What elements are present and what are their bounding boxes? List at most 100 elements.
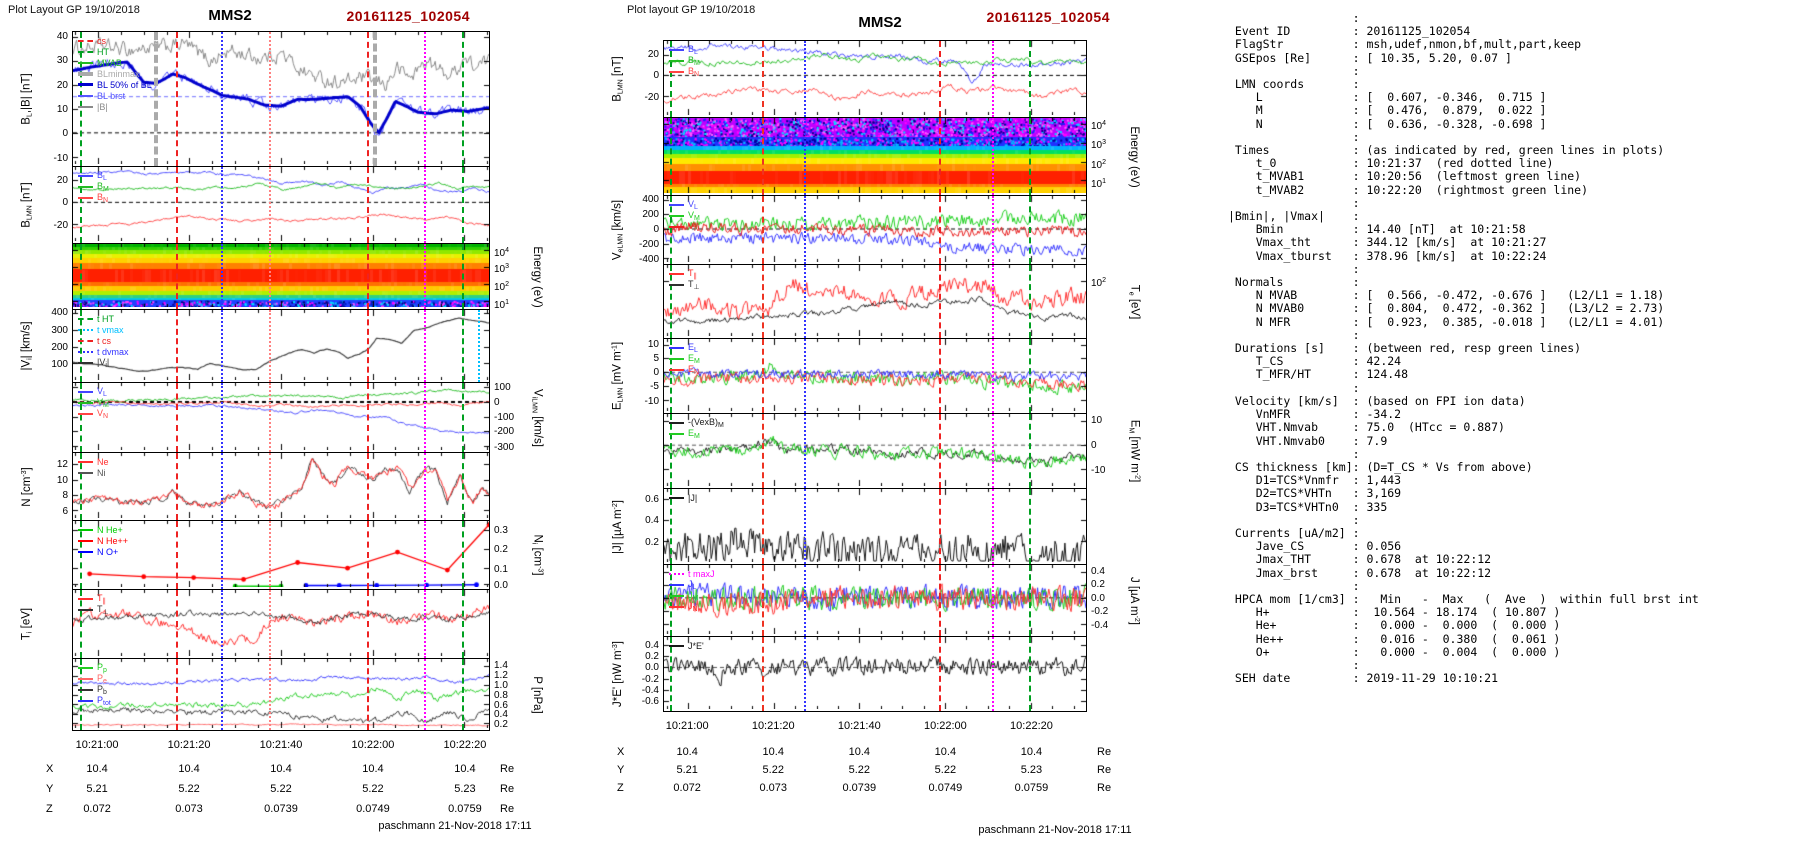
legend: BL BM BN: [669, 44, 700, 78]
legend-line-sample: [78, 94, 93, 97]
legend-entry: BLminmax: [78, 68, 152, 79]
legend-line-sample: [78, 350, 93, 353]
legend-label: VM: [688, 209, 700, 222]
xyz-unit: Re: [1097, 764, 1112, 776]
ytick-label: 1.0: [494, 679, 508, 691]
xyz-value: 0.073: [175, 803, 203, 815]
legend-entry: |J|: [669, 492, 697, 503]
xyz-value: 0.0739: [842, 782, 877, 794]
legend-entry: Ni: [78, 467, 109, 478]
xyz-value: 5.22: [762, 764, 784, 776]
legend-entry: t maxJ: [669, 568, 715, 579]
ytick-label: 0.2: [1091, 579, 1105, 591]
xyz-value: 5.21: [676, 764, 698, 776]
xyz-value: 10.4: [86, 763, 108, 775]
legend-label: HT: [97, 46, 109, 57]
legend-label: T∥: [97, 592, 106, 605]
panel-B_LMN_brst: 20 0 -20 BLMN [nT] BL BM BN: [612, 40, 1087, 118]
legend-label: T⊥: [97, 603, 109, 616]
legend-line-sample: [669, 225, 684, 228]
legend-entry: HT: [78, 46, 152, 57]
ytick-label: 400: [642, 193, 659, 205]
ytick-label: 0: [653, 70, 659, 82]
chart-canvas-EM_VexB: [664, 414, 1086, 486]
panel-Vi_LMN: 100 0 -100 -200 -300 ViLMN [km/s] VL VM VN: [72, 382, 544, 453]
xyz-row-Y: Y 5.21 5.22 5.22 5.22 5.23 Re: [617, 764, 1111, 782]
xyz-row-Z: Z 0.072 0.073 0.0739 0.0749 0.0759 Re: [617, 782, 1111, 800]
ytick-label: 30: [56, 55, 68, 67]
legend-line-sample: [669, 368, 684, 371]
xyz-value: 0.072: [673, 782, 701, 794]
xyz-row-Y: Y 5.21 5.22 5.22 5.22 5.23 Re: [46, 783, 514, 803]
chart-canvas-BL_absB: [73, 32, 489, 164]
chart-canvas-J_mag: [664, 489, 1086, 562]
ytick-label: 100: [51, 358, 68, 370]
ytick-label: 0.2: [494, 719, 508, 731]
legend-line-sample: [669, 594, 684, 597]
axis-label-Vi_LMN: ViLMN [km/s]: [530, 388, 544, 447]
legend-line-sample: [669, 572, 684, 575]
ytick-label: 0.4: [645, 515, 659, 527]
legend-line-sample: [78, 39, 93, 42]
legend-line-sample: [669, 496, 684, 499]
xyz-value: 5.23: [454, 783, 476, 795]
xyz-value: 10.4: [762, 746, 784, 758]
legend: -(VexB)M EM: [669, 417, 724, 440]
legend-entry: Ne: [78, 456, 109, 467]
legend-line-sample: [669, 283, 684, 286]
panel-stack: 20 0 -20 BLMN [nT] BL BM BN 104 103 102 101 Energy …: [612, 40, 1141, 800]
time-tick-label: 10:21:00: [75, 739, 119, 751]
xyz-value: 10.4: [270, 763, 292, 775]
time-tick-label: 10:21:40: [259, 739, 303, 751]
legend-entry: JN: [669, 601, 715, 613]
xyz-value: 5.22: [848, 764, 871, 776]
axis-label-N_density: N [cm-3]: [21, 466, 33, 507]
ytick-label: 0: [653, 224, 659, 235]
xyz-value: 10.4: [362, 763, 384, 775]
axis-label-JdotE: J*E' [nW m-3]: [612, 641, 624, 707]
legend: |J|: [669, 492, 697, 503]
ytick-label: 0.2: [645, 536, 659, 548]
ytick-label: 0: [653, 367, 659, 379]
xyz-value: 0.072: [83, 803, 111, 815]
legend-entry: Ptot: [78, 694, 111, 707]
legend-label: BL: [97, 169, 107, 182]
legend-label: Pe: [97, 672, 107, 685]
legend-line-sample: [78, 71, 93, 76]
legend-line-sample: [78, 666, 93, 669]
xyz-value: 0.0749: [356, 803, 390, 815]
legend-label: Ni: [97, 467, 106, 478]
legend-entry: |Vi|: [78, 357, 129, 369]
ytick-label: 0.2: [494, 544, 508, 556]
chart-canvas-Te: [664, 265, 1086, 336]
legend-entry: VN: [669, 221, 700, 233]
legend-entry: BL 50% of BL: [78, 79, 152, 90]
chart-canvas-J_LMN: [664, 565, 1086, 634]
ytick-label: 10: [1091, 415, 1103, 427]
panel-J_LMN: 0.4 0.2 0.0 -0.2 -0.4 J [µA m-2] t maxJ JL JM JN: [663, 564, 1140, 637]
axis-label-pressure: P [nPa]: [531, 675, 543, 714]
ytick-label: 200: [642, 208, 659, 220]
middle-plot: Plot layout GP 19/10/2018 MMS2 20161125_…: [600, 0, 1155, 841]
ytick-label: 0.3: [494, 524, 508, 536]
legend-label: Ne: [97, 456, 109, 467]
legend-label: Ptot: [97, 694, 111, 707]
panel-E_LMN: 10 5 0 -5 -10 ELMN [mV m-1] EL EM EN: [612, 338, 1087, 414]
legend-line-sample: [669, 214, 684, 217]
legend-label: VL: [688, 198, 698, 211]
ytick-label: 10: [56, 103, 68, 115]
legend-line-sample: [78, 460, 93, 463]
panel-minor_ions: 0.3 0.2 0.1 0.0 Ni [cm-3] N He+ N He++ N O+: [72, 520, 544, 591]
axis-label-Ve_LMN: VeLMN [km/s]: [611, 199, 625, 261]
xyz-value: 10.4: [676, 746, 698, 758]
legend-line-sample: [669, 203, 684, 206]
legend-entry: cs: [78, 35, 152, 46]
axis-label-J_mag: |J| [µA m-2]: [612, 499, 624, 554]
ytick-label: 0.8: [494, 689, 508, 701]
legend-line-sample: [78, 677, 93, 680]
legend-label: BN: [688, 65, 700, 78]
legend-entry: BL: [669, 44, 700, 56]
xyz-value: 0.0739: [264, 803, 298, 815]
ytick-label: 1.4: [494, 660, 508, 672]
chart-canvas-Ti: [73, 590, 489, 656]
